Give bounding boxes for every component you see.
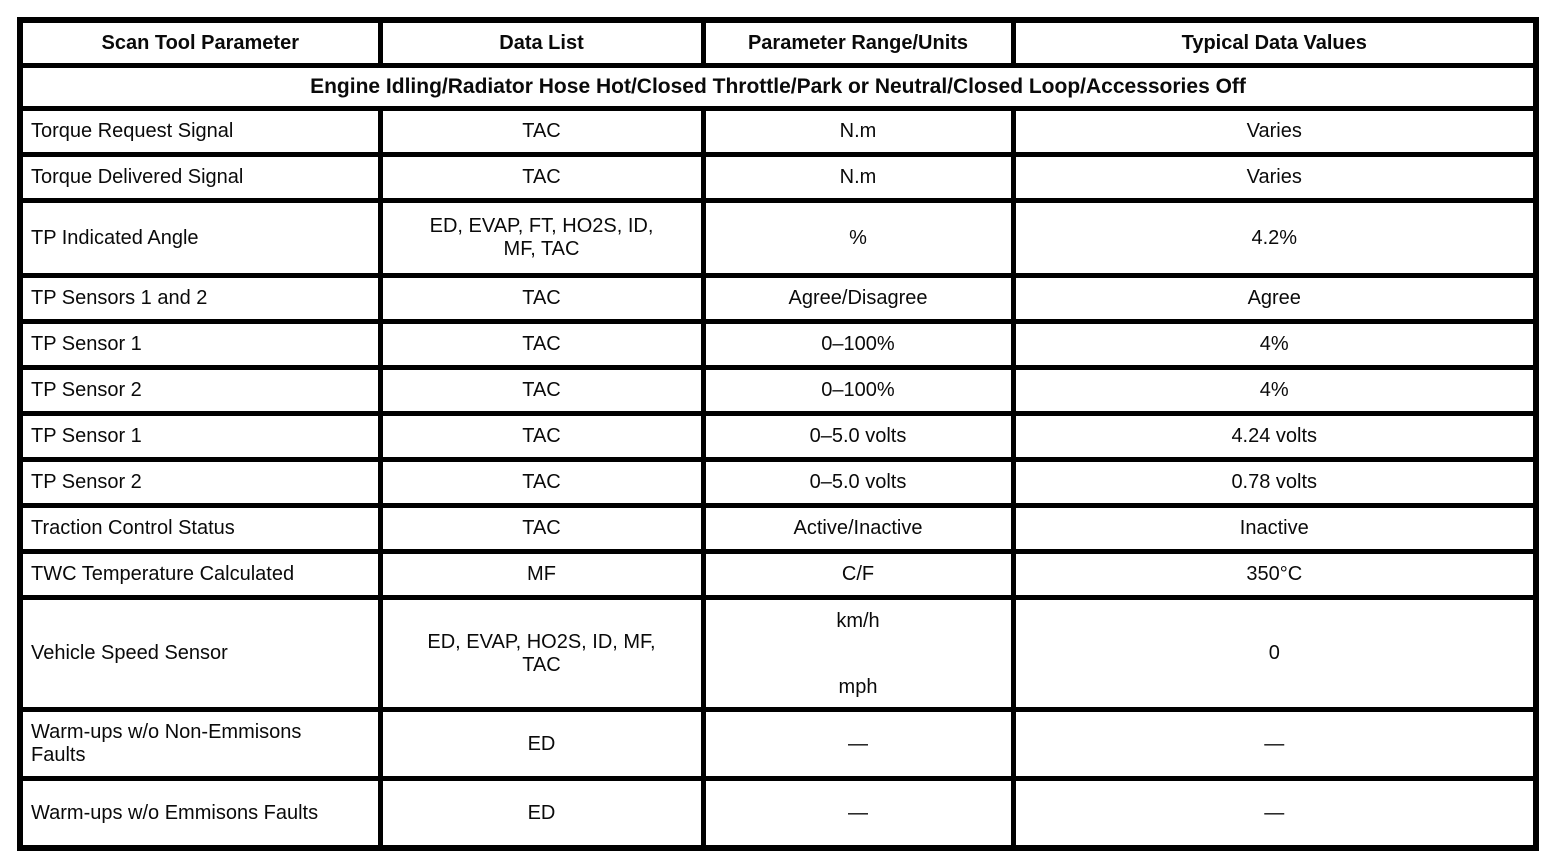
cell-parameter: Torque Delivered Signal [17,152,383,203]
cell-parameter: TP Indicated Angle [17,198,383,278]
table-row: Traction Control Status TAC Active/Inact… [17,503,1539,554]
cell-typical-value: — [1010,707,1539,781]
cell-typical-value: Inactive [1010,503,1539,554]
column-header-data-list: Data List [377,17,706,68]
cell-typical-value: 4% [1010,365,1539,416]
test-condition-text: Engine Idling/Radiator Hose Hot/Closed T… [17,63,1539,111]
table-row: TP Sensor 1 TAC 0–100% 4% [17,319,1539,370]
cell-data-list: ED [377,776,706,851]
table-row: TP Sensor 2 TAC 0–100% 4% [17,365,1539,416]
header-row: Scan Tool Parameter Data List Parameter … [17,17,1539,68]
table-row: Warm-ups w/o Non-Emmisons Faults ED — — [17,707,1539,781]
cell-parameter: TWC Temperature Calculated [17,549,383,600]
cell-typical-value: 0 [1010,595,1539,712]
cell-range-units: C/F [700,549,1016,600]
cell-data-list: TAC [377,106,706,157]
range-unit-metric: km/h [836,610,880,632]
cell-data-list: ED, EVAP, FT, HO2S, ID, MF, TAC [377,198,706,278]
scan-tool-parameter-table: Scan Tool Parameter Data List Parameter … [17,17,1539,851]
test-condition-row: Engine Idling/Radiator Hose Hot/Closed T… [17,63,1539,111]
cell-parameter: TP Sensors 1 and 2 [17,273,383,324]
cell-data-list: ED [377,707,706,781]
cell-range-units: 0–100% [700,365,1016,416]
cell-data-list: TAC [377,319,706,370]
cell-range-units: km/h mph [700,595,1016,712]
cell-range-units: — [700,707,1016,781]
cell-parameter: Warm-ups w/o Emmisons Faults [17,776,383,851]
cell-data-list: MF [377,549,706,600]
cell-parameter: Vehicle Speed Sensor [17,595,383,712]
range-unit-imperial: mph [838,676,878,698]
table-row: TP Indicated Angle ED, EVAP, FT, HO2S, I… [17,198,1539,278]
cell-typical-value: 350°C [1010,549,1539,600]
cell-data-list: TAC [377,273,706,324]
table-row: TP Sensors 1 and 2 TAC Agree/Disagree Ag… [17,273,1539,324]
table-row: Warm-ups w/o Emmisons Faults ED — — [17,776,1539,851]
column-header-range-units: Parameter Range/Units [700,17,1016,68]
cell-typical-value: Agree [1010,273,1539,324]
document-page: Scan Tool Parameter Data List Parameter … [17,17,1539,851]
cell-parameter: TP Sensor 1 [17,411,383,462]
cell-range-units: 0–100% [700,319,1016,370]
table-row: TP Sensor 1 TAC 0–5.0 volts 4.24 volts [17,411,1539,462]
cell-parameter: TP Sensor 2 [17,457,383,508]
cell-typical-value: Varies [1010,106,1539,157]
cell-typical-value: — [1010,776,1539,851]
cell-range-units: Agree/Disagree [700,273,1016,324]
column-header-typical-values: Typical Data Values [1010,17,1539,68]
cell-data-list: TAC [377,365,706,416]
cell-parameter: TP Sensor 2 [17,365,383,416]
cell-parameter: Torque Request Signal [17,106,383,157]
cell-parameter: Traction Control Status [17,503,383,554]
cell-data-list: TAC [377,457,706,508]
cell-typical-value: 0.78 volts [1010,457,1539,508]
column-header-parameter: Scan Tool Parameter [17,17,383,68]
cell-range-units: Active/Inactive [700,503,1016,554]
cell-parameter: TP Sensor 1 [17,319,383,370]
cell-parameter: Warm-ups w/o Non-Emmisons Faults [17,707,383,781]
table-row: TP Sensor 2 TAC 0–5.0 volts 0.78 volts [17,457,1539,508]
cell-range-units: 0–5.0 volts [700,411,1016,462]
table-row: Vehicle Speed Sensor ED, EVAP, HO2S, ID,… [17,595,1539,712]
cell-typical-value: 4.2% [1010,198,1539,278]
cell-range-units: N.m [700,152,1016,203]
cell-range-units: — [700,776,1016,851]
cell-typical-value: 4% [1010,319,1539,370]
cell-range-units: % [700,198,1016,278]
cell-typical-value: 4.24 volts [1010,411,1539,462]
cell-data-list: TAC [377,503,706,554]
cell-range-units: N.m [700,106,1016,157]
cell-typical-value: Varies [1010,152,1539,203]
table-row: Torque Delivered Signal TAC N.m Varies [17,152,1539,203]
table-row: Torque Request Signal TAC N.m Varies [17,106,1539,157]
cell-data-list: TAC [377,411,706,462]
cell-range-units: 0–5.0 volts [700,457,1016,508]
cell-data-list: TAC [377,152,706,203]
cell-data-list: ED, EVAP, HO2S, ID, MF, TAC [377,595,706,712]
table-row: TWC Temperature Calculated MF C/F 350°C [17,549,1539,600]
